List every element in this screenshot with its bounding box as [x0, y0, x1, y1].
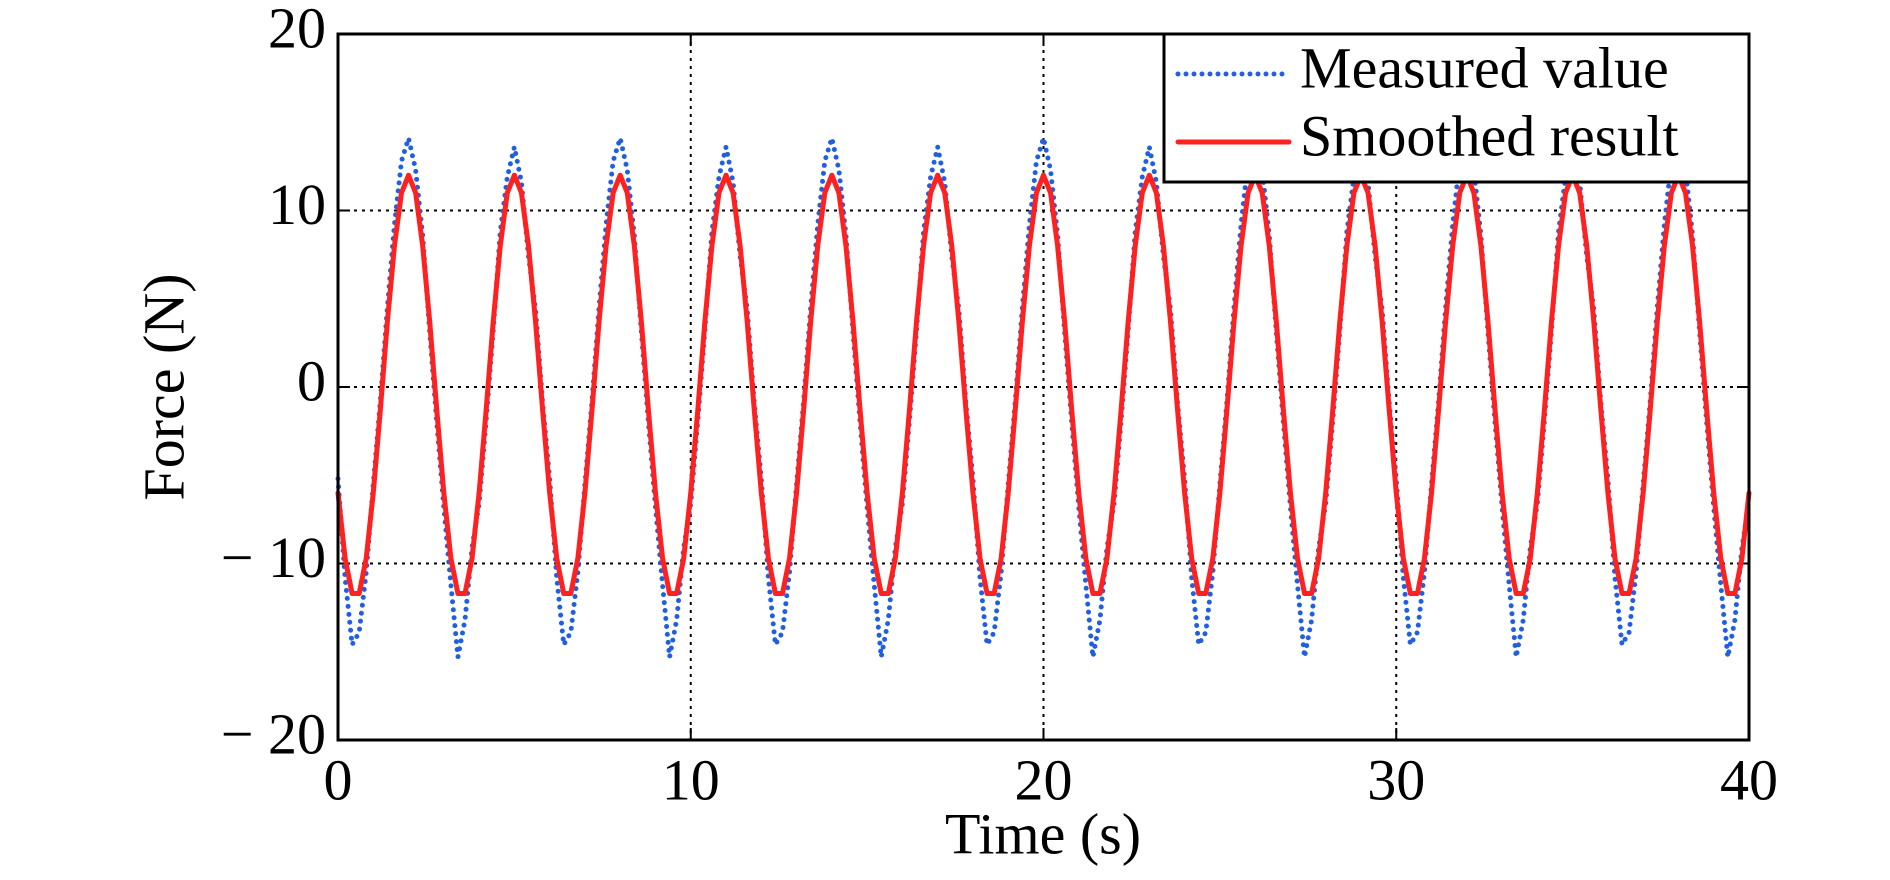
- y-tick-label: 10: [268, 172, 326, 237]
- smoothed-line: [335, 172, 1752, 596]
- legend-label: Measured value: [1300, 35, 1669, 100]
- x-tick-label: 40: [1720, 747, 1778, 812]
- x-tick-label: 20: [1015, 747, 1073, 812]
- plot-frame: [336, 32, 1751, 742]
- x-tick-label: 0: [324, 747, 353, 812]
- legend-box: [1162, 32, 1751, 184]
- y-tick-label: 0: [297, 348, 326, 413]
- x-axis-label: Time (s): [945, 801, 1141, 866]
- measured-line: [335, 135, 1752, 660]
- legend-label: Smoothed result: [1300, 103, 1679, 168]
- y-axis-label: Force (N): [131, 273, 196, 500]
- y-tick-label: 20: [268, 0, 326, 60]
- y-tick-label: − 10: [221, 525, 326, 590]
- y-tick-label: − 20: [221, 701, 326, 766]
- x-tick-label: 10: [662, 747, 720, 812]
- x-tick-label: 30: [1367, 747, 1425, 812]
